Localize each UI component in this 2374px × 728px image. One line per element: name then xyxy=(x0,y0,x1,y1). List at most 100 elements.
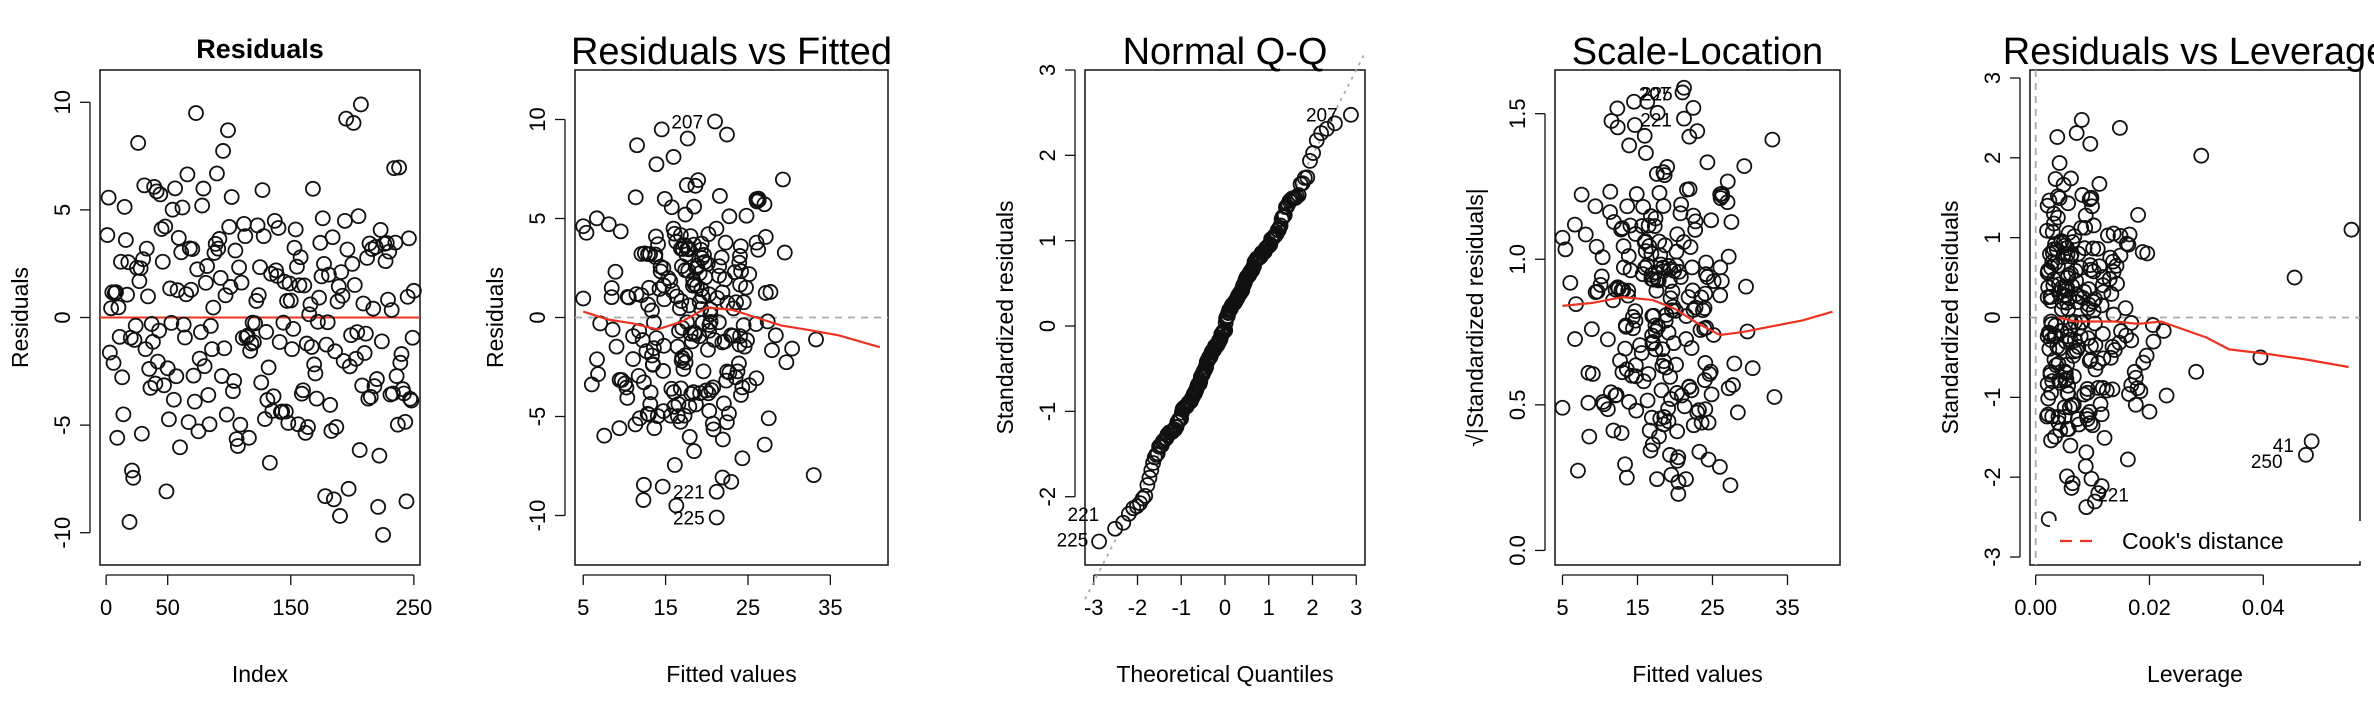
data-point xyxy=(1609,100,1626,117)
data-point xyxy=(2303,433,2320,450)
data-point xyxy=(305,180,321,197)
data-point xyxy=(1639,392,1656,409)
y-axis-label: Residuals xyxy=(7,267,33,368)
data-point xyxy=(2047,171,2064,187)
data-point xyxy=(648,330,665,346)
y-tick-label: 2 xyxy=(1035,149,1060,161)
y-axis-label: Standardized residuals xyxy=(1937,201,1963,435)
data-point xyxy=(152,186,169,203)
y-tick-label: 5 xyxy=(525,212,550,224)
data-point xyxy=(1148,446,1165,463)
data-point xyxy=(2085,302,2102,319)
data-point xyxy=(223,189,240,205)
legend-label: Cook's distance xyxy=(2122,528,2284,554)
data-point xyxy=(351,442,368,458)
data-point xyxy=(172,439,188,456)
data-point xyxy=(231,259,247,276)
data-point xyxy=(2119,451,2136,468)
data-point xyxy=(603,280,620,296)
data-point xyxy=(1672,269,1689,285)
data-point xyxy=(703,382,720,398)
data-point xyxy=(1566,216,1583,233)
data-point xyxy=(681,428,698,445)
data-point xyxy=(2144,317,2161,333)
data-point xyxy=(260,359,277,376)
data-point xyxy=(210,240,227,257)
data-point xyxy=(655,363,672,379)
data-point xyxy=(101,344,118,361)
data-point xyxy=(350,208,367,225)
data-point xyxy=(2056,408,2073,425)
data-point xyxy=(721,405,737,422)
data-point xyxy=(757,229,774,245)
data-point xyxy=(268,262,284,279)
plot-frame xyxy=(1554,69,1841,566)
data-point xyxy=(218,406,235,423)
data-point xyxy=(731,355,747,372)
data-point xyxy=(195,180,212,197)
data-point xyxy=(165,391,182,408)
data-point xyxy=(295,382,311,399)
data-point xyxy=(1137,487,1154,504)
y-tick-label: -5 xyxy=(50,415,75,435)
data-point xyxy=(655,260,672,277)
data-point xyxy=(109,429,126,446)
data-point xyxy=(99,227,116,243)
data-point xyxy=(1581,428,1598,445)
data-point xyxy=(1659,159,1676,175)
data-point xyxy=(2252,349,2269,366)
data-point xyxy=(1676,110,1692,127)
x-tick-label: 1 xyxy=(1263,595,1275,620)
data-point xyxy=(2085,217,2102,234)
data-point xyxy=(2134,244,2151,260)
x-tick-label: 0 xyxy=(100,595,112,620)
data-point xyxy=(767,327,784,344)
data-point xyxy=(1678,471,1694,488)
data-point xyxy=(385,385,401,402)
data-point xyxy=(328,419,345,435)
point-label: 41 xyxy=(2273,436,2294,457)
data-point xyxy=(1670,474,1687,490)
data-point xyxy=(1658,359,1674,376)
data-point xyxy=(404,329,421,346)
data-point xyxy=(360,390,377,407)
data-point xyxy=(180,414,197,430)
data-point xyxy=(233,274,250,291)
data-point xyxy=(738,207,755,224)
data-point xyxy=(619,389,636,406)
data-point xyxy=(306,356,323,373)
data-point xyxy=(1729,404,1746,421)
data-point xyxy=(1685,99,1702,116)
data-point xyxy=(2065,368,2082,385)
data-point xyxy=(383,302,400,318)
data-point xyxy=(693,235,710,252)
y-tick-label: 3 xyxy=(1980,72,2005,84)
data-point xyxy=(290,416,307,433)
data-point xyxy=(1712,259,1729,276)
x-tick-label: 15 xyxy=(1625,595,1649,620)
data-point xyxy=(636,245,653,262)
data-point xyxy=(600,216,617,233)
data-point xyxy=(2043,432,2059,449)
data-point xyxy=(1624,367,1640,384)
data-point xyxy=(1764,131,1781,148)
data-point xyxy=(2091,176,2108,192)
data-point xyxy=(2135,354,2152,371)
data-point xyxy=(2072,259,2089,276)
data-point xyxy=(2089,240,2106,257)
data-point xyxy=(680,262,697,279)
data-point xyxy=(103,300,119,317)
data-point xyxy=(1662,368,1679,385)
data-point xyxy=(377,253,394,270)
data-point xyxy=(1612,352,1628,369)
data-point xyxy=(1596,396,1612,413)
data-point xyxy=(158,483,175,500)
data-point xyxy=(127,317,144,334)
data-point xyxy=(1628,186,1645,202)
data-point xyxy=(596,427,613,444)
data-point xyxy=(1276,207,1293,223)
data-point xyxy=(392,354,409,371)
data-point xyxy=(1643,409,1660,426)
data-point xyxy=(135,251,151,268)
x-tick-label: 35 xyxy=(1775,595,1799,620)
